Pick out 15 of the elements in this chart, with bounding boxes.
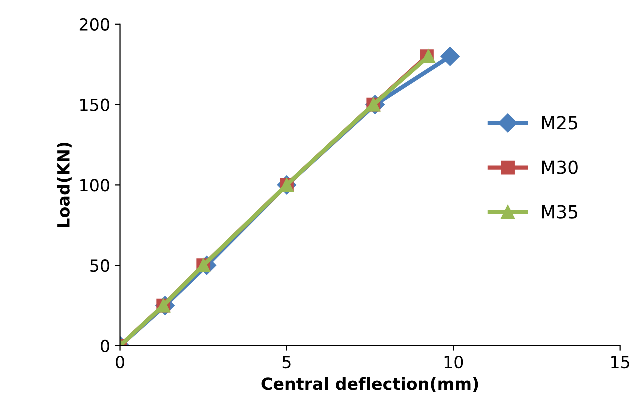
point [440, 47, 460, 66]
legend-label: M35 [542, 205, 578, 219]
y-tick-label: 50 [90, 260, 110, 272]
y-tick-label: 100 [80, 179, 110, 192]
x-tick-label: 10 [444, 356, 464, 369]
y-tick-label: 200 [80, 18, 110, 31]
x-tick-label: 5 [282, 356, 291, 369]
y-tick-label: 0 [101, 340, 110, 353]
x-axis-title: Central deflection(mm) [262, 377, 478, 392]
legend-label: M25 [542, 116, 578, 130]
x-tick-label: 0 [116, 356, 124, 369]
x-tick-label: 15 [612, 356, 630, 369]
y-tick-label: 150 [80, 98, 110, 112]
legend-label: M30 [542, 160, 578, 174]
y-axis-title: Load(KN) [57, 142, 72, 228]
